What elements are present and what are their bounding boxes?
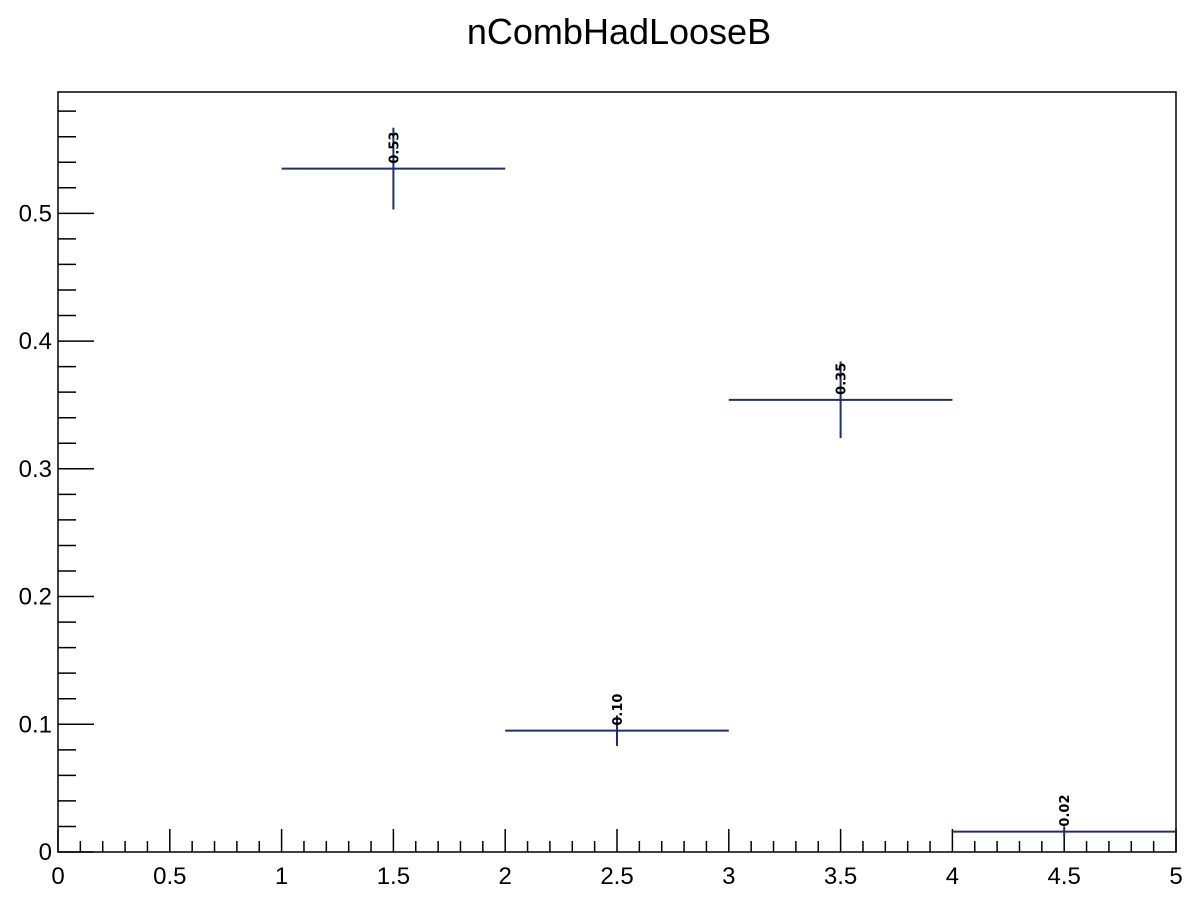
y-tick-label: 0.1 bbox=[19, 711, 52, 738]
x-tick-label: 3 bbox=[722, 863, 735, 890]
x-tick-label: 2.5 bbox=[600, 863, 633, 890]
x-tick-label: 0.5 bbox=[153, 863, 186, 890]
data-point: 0.02 bbox=[952, 794, 1176, 837]
x-tick-label: 5 bbox=[1169, 863, 1182, 890]
y-tick-label: 0.4 bbox=[19, 328, 52, 355]
data-label: 0.10 bbox=[611, 694, 626, 726]
y-tick-label: 0.5 bbox=[19, 200, 52, 227]
y-axis: 0 0.1 0.2 0.3 0.4 0.5 bbox=[19, 110, 94, 866]
x-tick-label: 4 bbox=[946, 863, 959, 890]
data-point: 0.10 bbox=[505, 694, 729, 746]
x-tick-label: 3.5 bbox=[824, 863, 857, 890]
chart-title: nCombHadLooseB bbox=[467, 11, 771, 52]
x-axis: 0 0.5 1 1.5 2 2.5 3 3.5 4 4.5 5 bbox=[51, 829, 1183, 890]
x-tick-label: 1.5 bbox=[377, 863, 410, 890]
x-tick-label: 1 bbox=[275, 863, 288, 890]
y-tick-label: 0 bbox=[39, 839, 52, 866]
data-label: 0.35 bbox=[835, 363, 850, 395]
x-tick-label: 2 bbox=[499, 863, 512, 890]
data-marks: 0.53 0.10 0.35 0.02 bbox=[281, 127, 1176, 837]
x-tick-label: 0 bbox=[51, 863, 64, 890]
data-label: 0.53 bbox=[387, 132, 402, 164]
y-tick-label: 0.2 bbox=[19, 584, 52, 611]
x-tick-label: 4.5 bbox=[1048, 863, 1081, 890]
data-label: 0.02 bbox=[1058, 794, 1073, 826]
data-point: 0.35 bbox=[728, 361, 953, 439]
y-tick-label: 0.3 bbox=[19, 456, 52, 483]
data-point: 0.53 bbox=[281, 127, 506, 210]
